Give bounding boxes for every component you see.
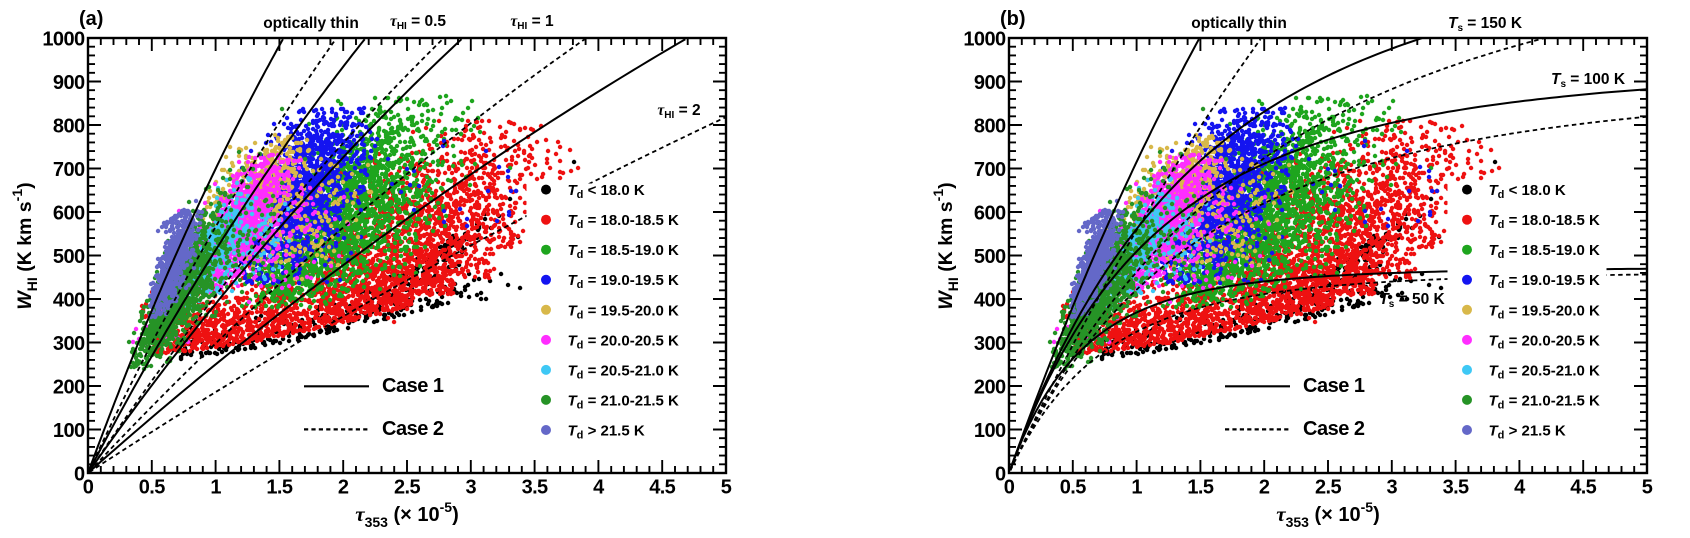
svg-text:(b): (b) (1000, 8, 1026, 30)
svg-text:Ts = 50 K: Ts = 50 K (1379, 291, 1445, 310)
svg-text:Ts = 100 K: Ts = 100 K (1551, 71, 1626, 90)
svg-text:τHI = 2: τHI = 2 (657, 102, 700, 121)
svg-text:τHI = 1: τHI = 1 (510, 13, 554, 32)
svg-text:Ts = 150 K: Ts = 150 K (1448, 15, 1523, 34)
svg-text:τ353 (× 10-5): τ353 (× 10-5) (355, 499, 459, 530)
svg-text:τHI = 0.5: τHI = 0.5 (390, 13, 446, 32)
svg-text:τ353 (× 10-5): τ353 (× 10-5) (1276, 499, 1380, 530)
svg-text:WHI (K km s-1): WHI (K km s-1) (930, 182, 961, 309)
svg-text:optically thin: optically thin (1191, 15, 1287, 32)
svg-text:optically thin: optically thin (263, 15, 359, 32)
svg-text:WHI (K km s-1): WHI (K km s-1) (9, 182, 40, 309)
svg-text:(a): (a) (79, 8, 103, 30)
